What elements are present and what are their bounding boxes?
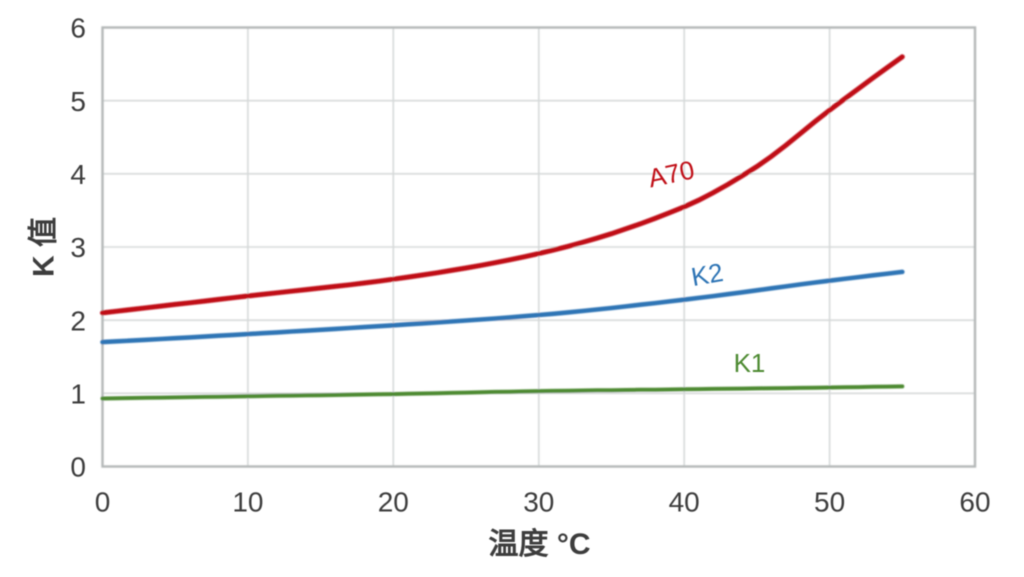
svg-text:K1: K1 — [734, 348, 766, 378]
svg-text:6: 6 — [70, 13, 86, 44]
svg-text:0: 0 — [95, 487, 111, 518]
svg-text:4: 4 — [70, 159, 86, 190]
svg-text:40: 40 — [669, 487, 700, 518]
svg-text:K2: K2 — [689, 257, 726, 292]
svg-text:0: 0 — [70, 452, 86, 483]
svg-text:2: 2 — [70, 305, 86, 336]
svg-text:K 值: K 值 — [28, 217, 61, 277]
svg-text:温度 °C: 温度 °C — [489, 528, 591, 561]
svg-text:20: 20 — [378, 487, 409, 518]
svg-text:3: 3 — [70, 232, 86, 263]
svg-text:30: 30 — [523, 487, 554, 518]
svg-text:1: 1 — [70, 378, 86, 409]
svg-text:10: 10 — [232, 487, 263, 518]
svg-text:50: 50 — [814, 487, 845, 518]
svg-text:5: 5 — [70, 86, 86, 117]
svg-text:60: 60 — [959, 487, 990, 518]
